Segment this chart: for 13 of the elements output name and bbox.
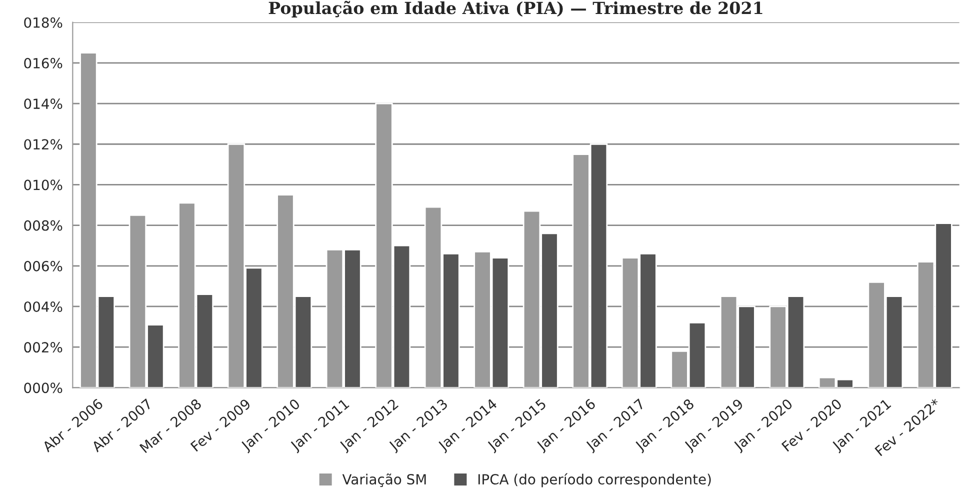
chart-title: População em Idade Ativa (PIA) — Trimestre de 2021 <box>268 0 762 18</box>
y-tick-label: 006% <box>24 260 62 272</box>
y-tick-label: 016% <box>24 58 62 68</box>
y-tick-label: 018% <box>24 17 62 28</box>
y-tick-label: 010% <box>24 180 62 190</box>
y-tick-label: 012% <box>24 139 62 150</box>
legend-label: IPCA (do período correspondente) <box>478 473 711 488</box>
legend-label: Variação SM <box>342 474 426 488</box>
y-tick-label: 014% <box>24 98 62 110</box>
y-tick-label: 004% <box>24 301 62 312</box>
y-tick-label: 002% <box>24 342 62 353</box>
y-tick-label: 000% <box>24 382 62 394</box>
y-tick-label: 008% <box>24 220 62 231</box>
